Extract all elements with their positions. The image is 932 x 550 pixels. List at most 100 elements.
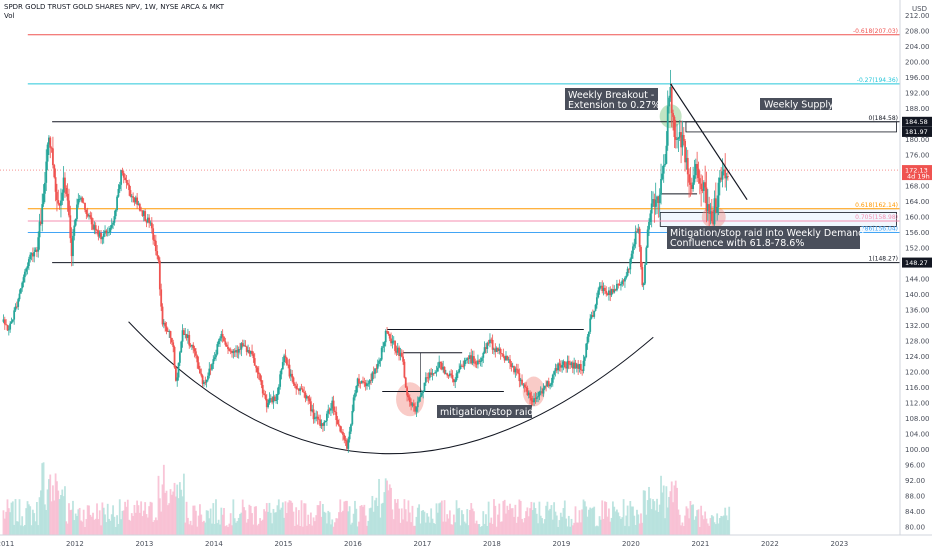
volume-bar — [704, 511, 707, 535]
volume-bar — [11, 501, 14, 535]
candle-body — [367, 383, 370, 385]
candle-body — [106, 232, 109, 234]
volume-bar — [363, 504, 366, 535]
volume-bar — [192, 505, 195, 535]
candle-body — [191, 344, 193, 347]
volume-bar — [113, 516, 116, 535]
candle-body — [589, 318, 592, 332]
candle-body — [184, 334, 187, 336]
candle-body — [6, 325, 9, 331]
volume-bar — [438, 503, 441, 535]
breakout-highlight — [659, 104, 682, 129]
candle-body — [269, 398, 272, 400]
volume-bar — [599, 519, 602, 535]
candle-body — [297, 388, 300, 391]
candle-body — [180, 341, 183, 353]
volume-bar — [571, 525, 574, 535]
volume-bar — [606, 516, 609, 535]
volume-bar — [702, 519, 705, 535]
candle-body — [2, 319, 5, 322]
candle-body — [26, 266, 29, 269]
candle-body — [169, 331, 172, 338]
volume-bar — [27, 504, 30, 535]
candle-body — [721, 171, 724, 180]
volume-bar — [601, 500, 604, 535]
volume-bar — [628, 526, 630, 535]
y-tick-label: 204.00 — [905, 43, 930, 51]
candle-body — [657, 196, 660, 203]
candle-body — [632, 246, 634, 254]
volume-bar — [70, 509, 73, 535]
volume-bar — [637, 514, 640, 535]
candle-body — [137, 203, 140, 205]
volume-bar — [720, 515, 723, 535]
candle-body — [315, 416, 318, 418]
candle-body — [541, 391, 543, 394]
candle-body — [487, 342, 490, 344]
volume-bar — [187, 517, 189, 535]
candle-body — [578, 364, 581, 369]
candle-body — [475, 363, 478, 365]
volume-bar — [728, 506, 731, 535]
price-tag — [902, 257, 932, 268]
volume-bar — [450, 524, 453, 535]
candle-body — [696, 164, 699, 169]
volume-bar — [482, 511, 485, 535]
candle-body — [521, 379, 523, 385]
candle-body — [104, 230, 106, 234]
candle-body — [382, 346, 384, 348]
volume-bar — [78, 507, 81, 535]
volume-bar — [717, 523, 720, 535]
volume-bar — [140, 501, 143, 535]
volume-bar — [54, 473, 57, 535]
candle-body — [688, 174, 691, 183]
candle-body — [474, 361, 477, 364]
candle-body — [284, 355, 287, 358]
demand-note-line1: Mitigation/stop raid into Weekly Demand — [670, 228, 864, 239]
volume-bar — [477, 524, 479, 535]
volume-bar — [346, 500, 348, 535]
candle-body — [326, 413, 328, 421]
x-tick-label: 2015 — [274, 540, 292, 548]
volume-bar — [197, 515, 200, 535]
volume-bar — [311, 525, 314, 535]
volume-bar — [489, 522, 491, 535]
weekly-supply-box — [685, 121, 897, 133]
volume-bar — [716, 513, 719, 535]
candle-body — [370, 380, 372, 381]
candle-body — [37, 237, 40, 252]
candle-body — [227, 346, 229, 350]
candle-body — [279, 374, 282, 387]
volume-bar — [387, 490, 390, 535]
candle-body — [606, 293, 609, 296]
candle-body — [454, 380, 457, 383]
candle-body — [567, 360, 570, 365]
candle-body — [293, 383, 296, 386]
candle-body — [434, 372, 437, 374]
candle-body — [653, 198, 656, 207]
x-tick-label: 2018 — [483, 540, 501, 548]
volume-bar — [586, 516, 589, 535]
candle-body — [160, 289, 163, 307]
volume-bar — [638, 523, 641, 535]
candle-body — [502, 354, 505, 357]
candle-body — [604, 287, 606, 291]
volume-bar — [38, 497, 41, 535]
volume-bar — [418, 504, 421, 535]
volume-bar — [173, 482, 176, 535]
volume-bar — [148, 506, 151, 535]
candle-body — [93, 225, 96, 230]
candle-body — [112, 222, 114, 225]
candle-body — [276, 393, 279, 400]
volume-bar — [3, 518, 6, 535]
y-tick-label: 80.00 — [905, 524, 925, 532]
volume-bar — [162, 464, 165, 535]
y-tick-label: 164.00 — [905, 198, 930, 206]
candle-body — [644, 264, 646, 284]
candle-body — [648, 222, 650, 230]
volume-bar — [585, 506, 588, 535]
candle-body — [263, 393, 265, 395]
candle-body — [224, 341, 227, 345]
candle-body — [164, 322, 167, 327]
